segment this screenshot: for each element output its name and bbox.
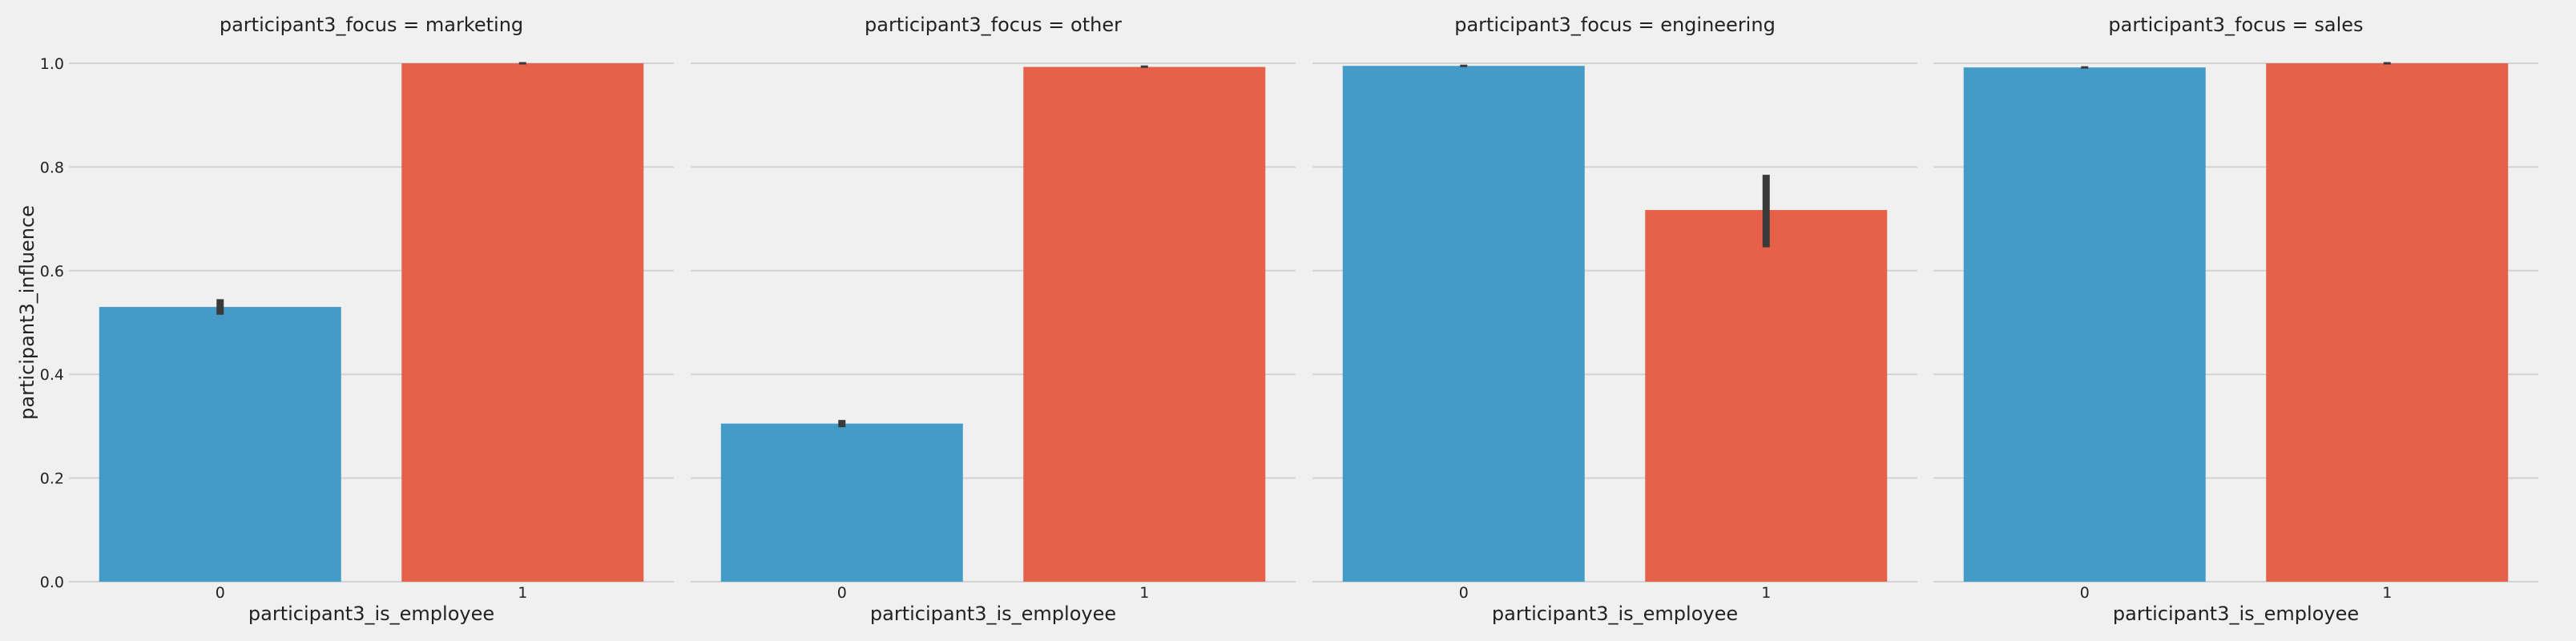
panel-title: participant3_focus = marketing <box>220 14 523 36</box>
y-tick-label: 1.0 <box>40 55 64 73</box>
bar-1 <box>1023 67 1266 583</box>
panel-title: participant3_focus = sales <box>2108 14 2363 36</box>
y-tick-label: 0.0 <box>40 574 64 591</box>
x-axis-label: participant3_is_employee <box>2113 603 2359 625</box>
bar-1 <box>401 63 644 582</box>
y-axis-label: participant3_influence <box>16 205 38 420</box>
x-tick-label: 0 <box>837 584 847 602</box>
x-tick-label: 0 <box>2080 584 2090 602</box>
facet-panel-1: participant3_focus = other 0 1 participant3… <box>691 14 1296 625</box>
facet-panel-3: participant3_focus = sales 0 1 participant3… <box>1933 14 2538 625</box>
y-tick-label: 0.8 <box>40 159 64 176</box>
facet-panel-2: participant3_focus = engineering 0 1 partic… <box>1312 14 1917 625</box>
bar-0 <box>1963 67 2206 582</box>
x-tick-label: 0 <box>1459 584 1469 602</box>
panel-title: participant3_focus = engineering <box>1454 14 1776 36</box>
panel-title: participant3_focus = other <box>865 14 1122 36</box>
x-tick-label: 1 <box>1139 584 1149 602</box>
facet-panel-0: 0.0 0.2 0.4 0.6 0.8 1.0 participant3_focus = m… <box>40 14 674 625</box>
bar-0 <box>1342 66 1585 583</box>
y-tick-label: 0.2 <box>40 470 64 488</box>
x-axis-label: participant3_is_employee <box>248 603 494 625</box>
bar-1 <box>2266 63 2509 582</box>
x-tick-label: 1 <box>518 584 527 602</box>
bar-1 <box>1645 210 1888 582</box>
bar-0 <box>720 423 963 582</box>
x-tick-label: 1 <box>2382 584 2392 602</box>
x-tick-label: 0 <box>216 584 225 602</box>
y-tick-label: 0.6 <box>40 263 64 280</box>
x-tick-label: 1 <box>1761 584 1771 602</box>
y-tick-label: 0.4 <box>40 366 64 384</box>
x-axis-label: participant3_is_employee <box>1492 603 1738 625</box>
x-axis-label: participant3_is_employee <box>870 603 1116 625</box>
bar-0 <box>99 307 341 582</box>
